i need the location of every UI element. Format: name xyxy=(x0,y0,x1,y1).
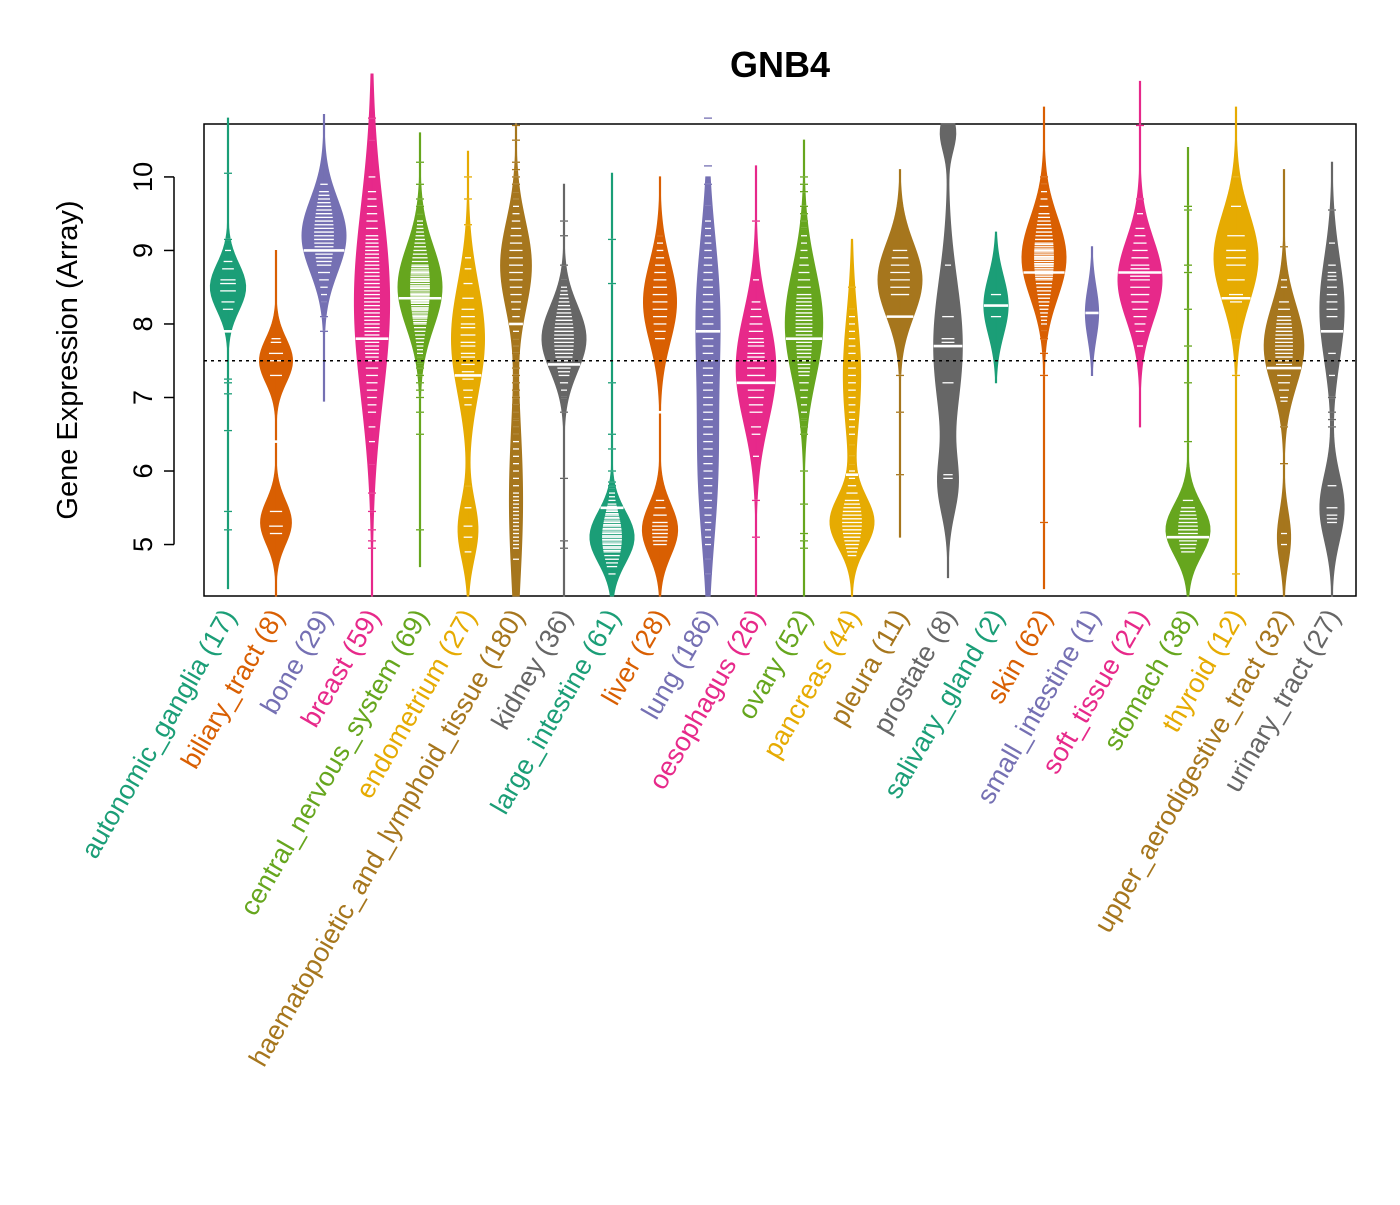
y-tick-label: 10 xyxy=(128,162,158,192)
y-axis-label: Gene Expression (Array) xyxy=(52,200,84,519)
y-tick-label: 6 xyxy=(128,463,158,478)
chart-title: GNB4 xyxy=(730,44,830,85)
y-tick-label: 8 xyxy=(128,316,158,331)
y-tick-label: 5 xyxy=(128,537,158,552)
y-tick-label: 7 xyxy=(128,390,158,405)
y-tick-label: 9 xyxy=(128,243,158,258)
